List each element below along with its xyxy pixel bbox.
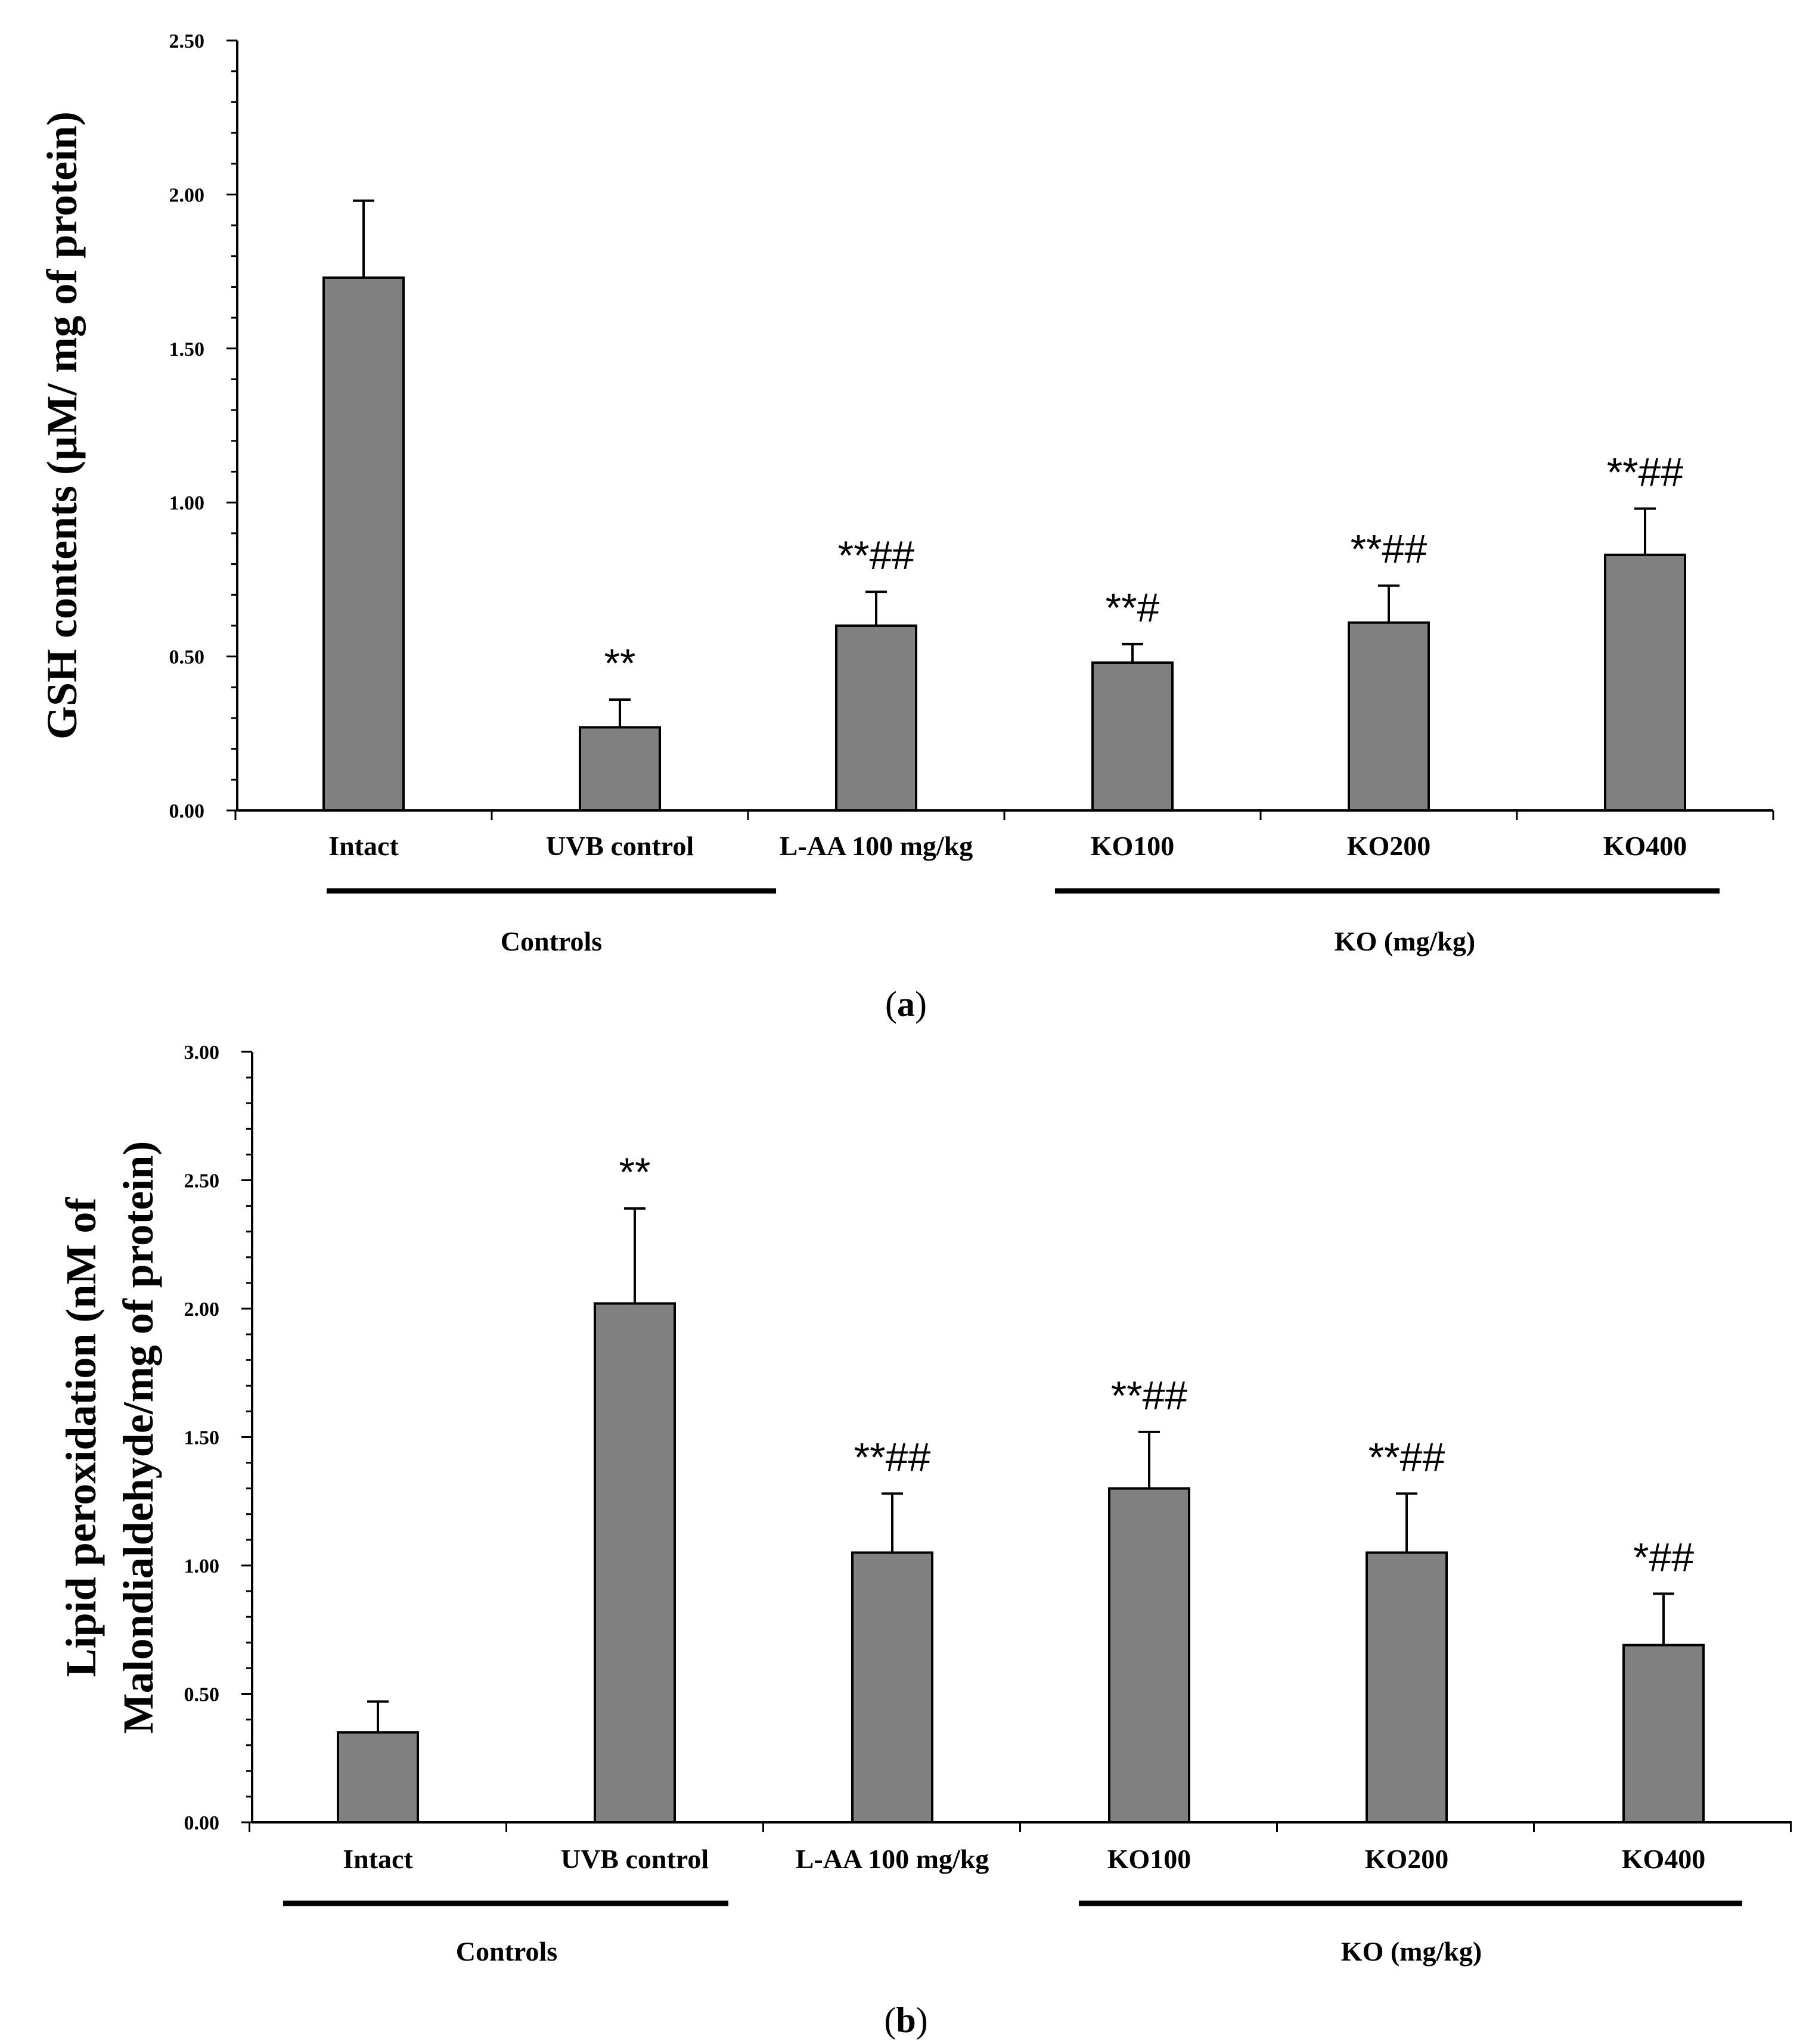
panel-b-bar: [1622, 1644, 1705, 1824]
panel-a-group-label: Controls: [501, 926, 602, 956]
panel-b-category-label: L-AA 100 mg/kg: [796, 1844, 989, 1874]
panel-b-bar: [1366, 1551, 1448, 1824]
panel-a-bar: [1348, 621, 1430, 812]
panel-a-y-tick-label: 2.50: [169, 30, 205, 52]
panel-b-bar: [594, 1302, 676, 1824]
panel-b-label-letter: b: [896, 2000, 916, 2040]
panel-b-significance-label: **##: [1369, 1434, 1445, 1480]
panel-a-chart: 0.00 0.50 1.00 1.50 2.00 2.50 Intact ** UVB cont…: [38, 30, 1774, 1024]
panel-b-significance-label: **: [619, 1150, 651, 1195]
panel-a-y-tick-label: 0.00: [169, 800, 205, 822]
panel-b-y-tick-label: 0.50: [184, 1684, 220, 1706]
panel-b-label: (b): [884, 2000, 927, 2040]
panel-a-bar: [835, 624, 917, 812]
panel-b-bar: [337, 1731, 419, 1824]
panel-b-y-tick-label: 1.50: [184, 1427, 220, 1449]
panel-b-significance-label: **##: [854, 1434, 931, 1480]
panel-a-bar: [1604, 554, 1686, 812]
panel-a-label-open: (: [885, 984, 897, 1024]
panel-a-significance-label: **: [604, 641, 636, 686]
panel-a-y-tick-label: 2.00: [169, 184, 205, 206]
panel-a-significance-label: **##: [1607, 450, 1684, 495]
panel-a-significance-label: **##: [1351, 527, 1428, 572]
panel-b-category-label: KO400: [1622, 1844, 1706, 1874]
panel-a-significance-label: **#: [1106, 585, 1160, 630]
panel-b-y-tick-label: 3.00: [184, 1042, 220, 1064]
panel-a-bar: [579, 726, 661, 812]
panel-a-y-axis-title-line: GSH contents (µM/ mg of protein): [38, 111, 86, 740]
panel-b-category-label: KO200: [1365, 1844, 1449, 1874]
panel-b-significance-label: **##: [1111, 1373, 1188, 1418]
panel-a-category-label: KO400: [1603, 831, 1687, 861]
panel-b-category-label: KO100: [1107, 1844, 1191, 1874]
panel-b-bar: [1108, 1487, 1190, 1824]
panel-a-bar: [322, 276, 405, 812]
panel-b-y-tick-label: 1.00: [184, 1555, 220, 1577]
panel-b-category-label: Intact: [343, 1844, 413, 1874]
panel-a-y-tick-label: 1.00: [169, 492, 205, 514]
panel-a-y-tick-label: 0.50: [169, 647, 205, 669]
panel-b-y-tick-label: 2.50: [184, 1170, 220, 1192]
panel-a-label-letter: a: [897, 984, 915, 1024]
panel-b-group-label: KO (mg/kg): [1341, 1936, 1482, 1967]
panel-a-category-label: UVB control: [546, 831, 694, 861]
panel-b-label-open: (: [884, 2000, 896, 2040]
panel-b-significance-label: *##: [1633, 1534, 1694, 1580]
panel-a-category-label: KO100: [1091, 831, 1175, 861]
panel-b-chart: 0.00 0.50 1.00 1.50 2.00 2.50 3.00 Intact ** UVB …: [57, 1042, 1792, 2040]
panel-b-y-tick-label: 0.00: [184, 1812, 220, 1834]
panel-b-bar: [851, 1551, 933, 1824]
panel-a-bar: [1091, 661, 1174, 812]
panel-a-label-close: ): [915, 984, 927, 1024]
panel-b-category-label: UVB control: [561, 1844, 709, 1874]
panel-b-y-axis-title-line: Malondialdehyde/mg of protein): [114, 1141, 162, 1734]
panel-a-category-label: Intact: [328, 831, 399, 861]
panel-b-label-close: ): [916, 2000, 928, 2040]
panel-a-group-label: KO (mg/kg): [1335, 926, 1475, 956]
panel-b-y-axis-title: Lipid peroxidation (nM of Malondialdehyde…: [57, 1141, 162, 1734]
panel-b-y-axis-title-line: Lipid peroxidation (nM of: [57, 1197, 105, 1678]
panel-a-category-label: KO200: [1347, 831, 1431, 861]
panel-a-significance-label: **##: [838, 533, 915, 578]
panel-b-group-label: Controls: [456, 1936, 557, 1967]
panel-a-y-axis-title: GSH contents (µM/ mg of protein): [38, 111, 86, 740]
panel-a-y-tick-label: 1.50: [169, 338, 205, 361]
panel-b-y-tick-label: 2.00: [184, 1299, 220, 1321]
panel-a-label: (a): [885, 984, 927, 1024]
panel-a-category-label: L-AA 100 mg/kg: [780, 831, 973, 861]
